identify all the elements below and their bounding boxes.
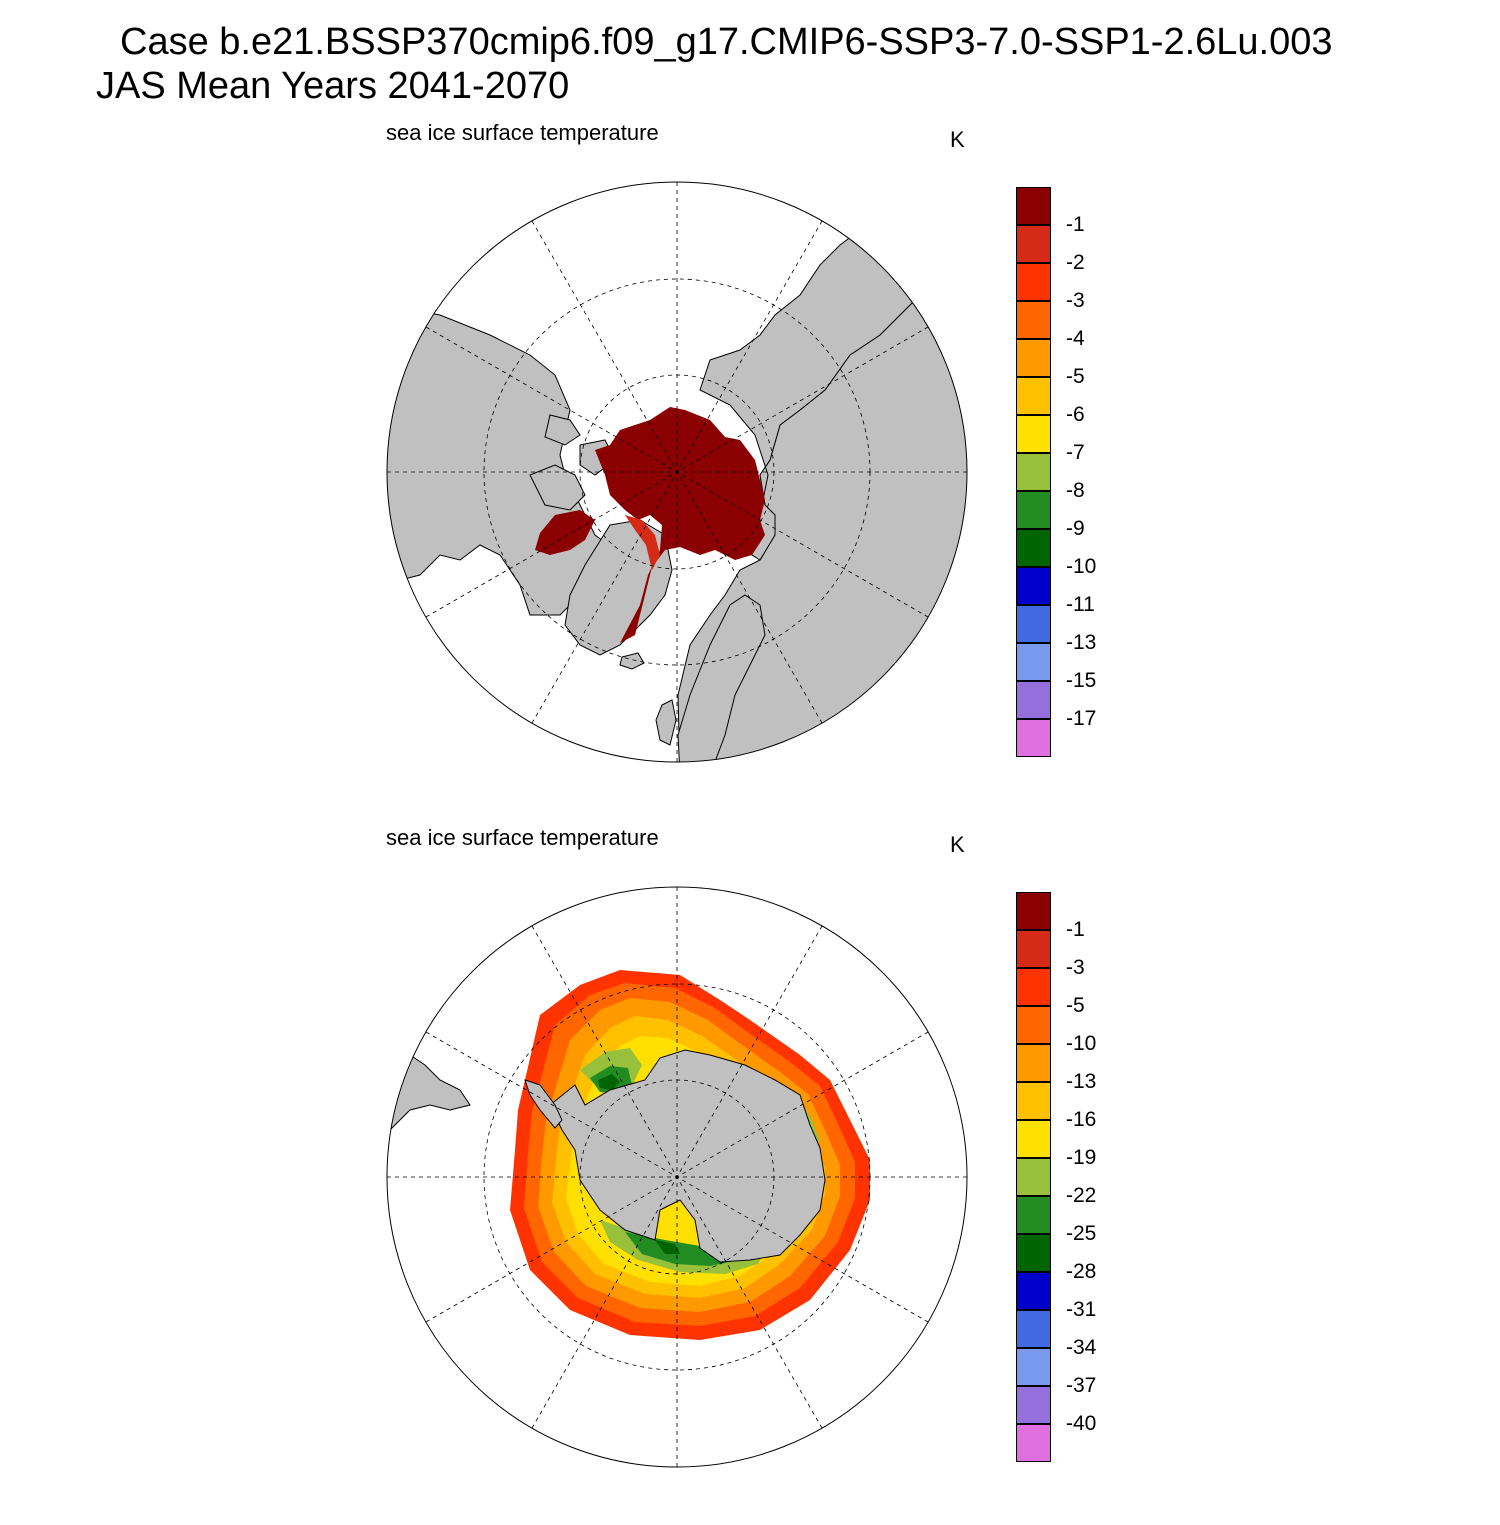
colorbar-swatch [1016,187,1051,225]
colorbar-tick-label: -5 [1066,365,1085,388]
colorbar-tick-label: -22 [1066,1184,1097,1207]
colorbar-tick-label: -40 [1066,1412,1097,1435]
colorbar-swatch [1016,453,1051,491]
colorbar-swatch [1016,529,1051,567]
colorbar-swatch [1016,968,1051,1006]
colorbar-tick-label: -7 [1066,441,1085,464]
colorbar-swatch [1016,1386,1051,1424]
north-sea-ice-hudson [535,510,595,555]
colorbar-tick-label: -6 [1066,403,1085,426]
colorbar-swatch [1016,339,1051,377]
north-sea-ice-main [595,407,765,643]
colorbar-swatch [1016,1196,1051,1234]
colorbar-tick-label: -8 [1066,479,1085,502]
north-sea-ice-margin [625,515,660,570]
colorbar-tick-label: -15 [1066,669,1097,692]
colorbar-swatch [1016,263,1051,301]
colorbar-tick-label: -9 [1066,517,1085,540]
north-land-iceland [619,652,645,670]
colorbar-swatch [1016,1234,1051,1272]
figure-title-line1: Case b.e21.BSSP370cmip6.f09_g17.CMIP6-SS… [120,21,1333,63]
colorbar-tick-label: -13 [1066,631,1097,654]
colorbar-swatch [1016,1006,1051,1044]
colorbar-swatch [1016,1272,1051,1310]
colorbar-tick-label: -3 [1066,289,1085,312]
colorbar-tick-label: -25 [1066,1222,1097,1245]
colorbar-tick-label: -13 [1066,1070,1097,1093]
colorbar-tick-label: -5 [1066,994,1085,1017]
north-map-border [386,181,968,763]
south-polar-map [386,886,968,1468]
north-polar-map [386,181,968,763]
colorbar-swatch [1016,1424,1051,1462]
south-graticule [387,887,967,1467]
colorbar-tick-label: -4 [1066,327,1085,350]
colorbar-tick-label: -28 [1066,1260,1097,1283]
colorbar-swatch [1016,225,1051,263]
colorbar-swatch [1016,491,1051,529]
colorbar-swatch [1016,567,1051,605]
colorbar-swatch [1016,930,1051,968]
south-panel: sea ice surface temperature K [0,820,1500,1525]
colorbar-tick-label: -34 [1066,1336,1097,1359]
colorbar-tick-label: -17 [1066,707,1097,730]
colorbar-swatch [1016,1044,1051,1082]
north-land-siberia [699,214,967,561]
colorbar-swatch [1016,892,1051,930]
colorbar-swatch [1016,415,1051,453]
figure-title-line2: JAS Mean Years 2041-2070 [96,65,570,107]
colorbar-tick-label: -31 [1066,1298,1097,1321]
colorbar-swatch [1016,1348,1051,1386]
south-map-border [386,886,968,1468]
colorbar-swatch [1016,377,1051,415]
colorbar-swatch [1016,1310,1051,1348]
colorbar-tick-label: -19 [1066,1146,1097,1169]
colorbar-swatch [1016,1158,1051,1196]
south-panel-unit: K [950,832,965,857]
colorbar-tick-label: -37 [1066,1374,1097,1397]
north-land-british-isles [655,699,677,746]
colorbar-tick-label: -2 [1066,251,1085,274]
south-land-antarctica [549,1049,826,1263]
north-panel-unit: K [950,127,965,152]
colorbar-tick-label: -16 [1066,1108,1097,1131]
colorbar-swatch [1016,681,1051,719]
colorbar-swatch [1016,719,1051,757]
colorbar-swatch [1016,1120,1051,1158]
colorbar-tick-label: -10 [1066,555,1097,578]
colorbar-swatch [1016,643,1051,681]
north-panel: sea ice surface temperature K [0,115,1500,820]
colorbar-tick-label: -1 [1066,213,1085,236]
south-land-antarctic-peninsula [524,1079,563,1129]
north-land-europe [677,594,766,762]
colorbar-tick-label: -11 [1066,593,1095,616]
south-panel-title: sea ice surface temperature [386,825,659,850]
colorbar-tick-label: -1 [1066,918,1085,941]
colorbar-tick-label: -10 [1066,1032,1097,1055]
colorbar-swatch [1016,301,1051,339]
north-graticule [387,182,967,762]
colorbar-swatch [1016,1082,1051,1120]
north-panel-title: sea ice surface temperature [386,120,659,145]
colorbar-tick-label: -3 [1066,956,1085,979]
colorbar-swatch [1016,605,1051,643]
